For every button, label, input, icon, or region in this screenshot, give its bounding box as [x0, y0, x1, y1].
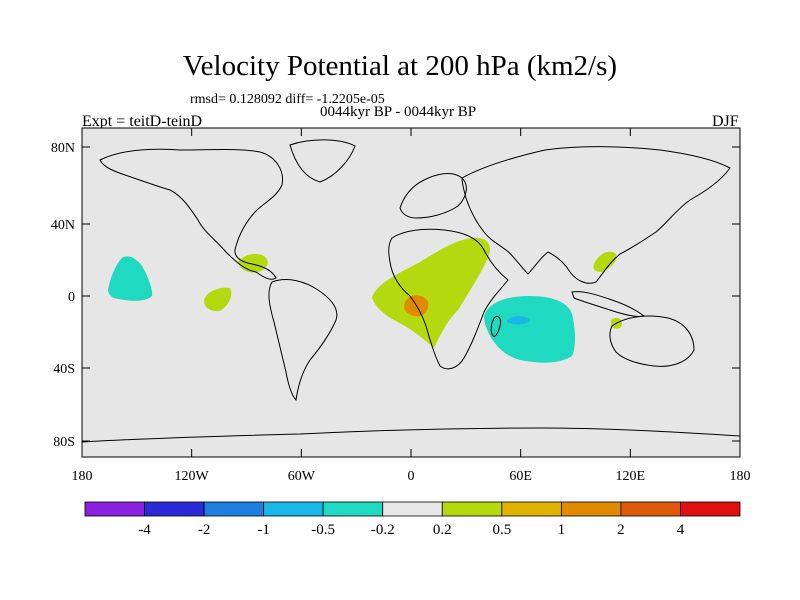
colorbar-label: 4 [677, 522, 685, 538]
colorbar-label: 0.5 [492, 522, 511, 538]
colorbar-label: 2 [617, 522, 625, 538]
experiment-label: Expt = teitD-teinD [82, 113, 203, 130]
south-america-outline [268, 279, 338, 402]
colorbar-label: -4 [138, 522, 151, 538]
period-subtitle: 0044kyr BP - 0044kyr BP [320, 104, 477, 120]
colorbar-swatch [144, 501, 205, 517]
australia-outline [609, 315, 695, 367]
madagascar-outline [490, 315, 501, 337]
colorbar-label: 0.2 [433, 522, 452, 538]
lon-tick-label: 60E [509, 469, 532, 484]
latitude-axis: 80N 40N 0 40S 80S [51, 141, 740, 450]
europe-outline [399, 173, 467, 219]
colorbar-swatch [501, 501, 562, 517]
colorbar-swatch [322, 501, 384, 517]
negative-anomaly-indian-ocean [484, 296, 575, 363]
asia-outline [461, 146, 731, 284]
season-label: DJF [712, 113, 739, 130]
north-america-outline [99, 148, 284, 280]
lat-tick-label: 80S [53, 435, 75, 450]
colorbar-swatch [441, 501, 503, 517]
lat-tick-label: 40S [53, 362, 75, 377]
plot-title: Velocity Potential at 200 hPa (km2/s) [182, 50, 618, 82]
africa-outline [388, 228, 509, 370]
colorbar-label: -0.2 [371, 522, 395, 538]
colorbar-swatch [382, 501, 443, 517]
moderate-negative-core-indian-ocean [507, 316, 530, 325]
colorbar-swatch [203, 501, 265, 517]
lon-tick-label: 180 [72, 469, 93, 484]
lat-tick-label: 40N [51, 218, 75, 233]
negative-anomaly-central-pacific [108, 256, 153, 301]
positive-anomaly-south-china [593, 251, 617, 272]
colorbar-label: -2 [198, 522, 211, 538]
antarctica-outline [82, 427, 740, 443]
colorbar-swatch [620, 501, 681, 517]
lon-tick-label: 120W [175, 469, 210, 484]
colorbar-label: -0.5 [311, 522, 335, 538]
colorbar-label: 1 [558, 522, 566, 538]
lon-tick-label: 120E [616, 469, 646, 484]
coastlines [82, 139, 740, 443]
lat-tick-label: 0 [68, 290, 75, 305]
colorbar-label: -1 [257, 522, 270, 538]
stats-label: rmsd= 0.128092 diff= -1.2205e-05 [190, 92, 385, 107]
colorbar: -4 -2 -1 -0.5 -0.2 0.2 0.5 1 2 4 [84, 501, 741, 538]
colorbar-swatch [263, 501, 324, 517]
positive-anomaly-africa [372, 237, 490, 348]
longitude-axis: 180 120W 60W 0 60E 120E 180 [72, 128, 751, 484]
lat-tick-label: 80N [51, 141, 75, 156]
positive-anomaly-eastern-pacific [204, 287, 232, 312]
lon-tick-label: 0 [408, 469, 415, 484]
colorbar-swatch [560, 501, 622, 517]
colorbar-swatch [680, 501, 741, 517]
greenland-outline [289, 139, 356, 183]
velocity-potential-shading [108, 237, 622, 363]
map-layers [82, 139, 740, 443]
lon-tick-label: 180 [730, 469, 751, 484]
lon-tick-label: 60W [288, 469, 316, 484]
colorbar-swatch [84, 501, 145, 517]
